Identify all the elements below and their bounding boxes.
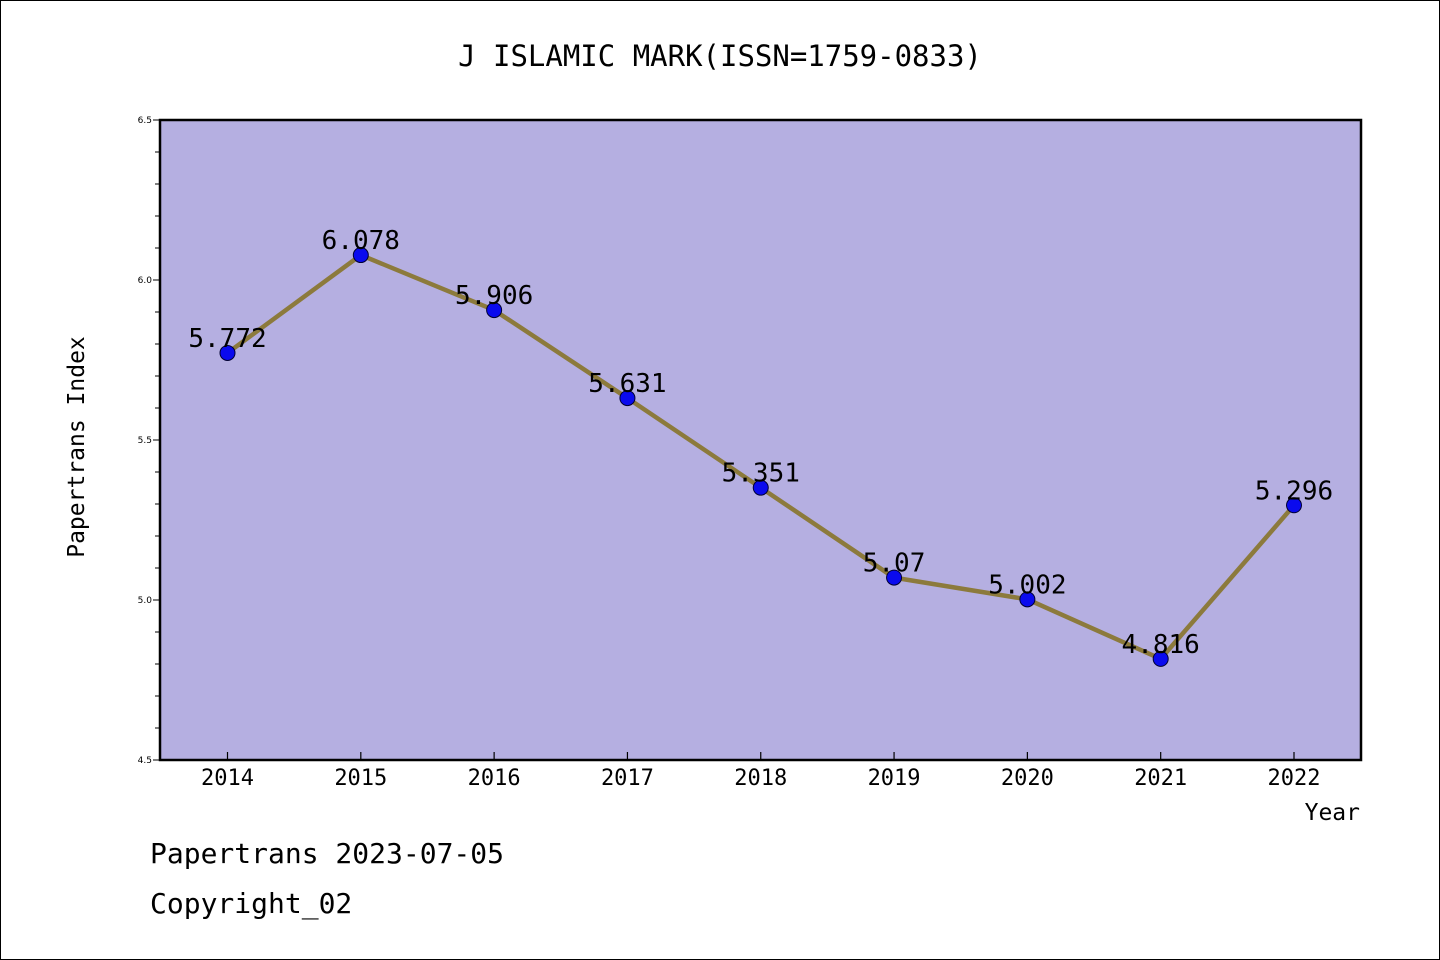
data-point	[1152, 650, 1169, 667]
data-label: 5.906	[455, 281, 533, 311]
data-label: 5.631	[588, 369, 666, 399]
x-tick-label: 2017	[601, 766, 654, 791]
x-tick-label: 2014	[201, 766, 254, 791]
series-markers	[219, 247, 1302, 667]
y-axis-label: Papertrans Index	[64, 336, 90, 558]
y-tick-label: 6.5	[138, 116, 152, 126]
data-labels: 5.772 6.078 5.906 5.631 5.351 5.07 5.002 4.816 5…	[188, 226, 1333, 660]
y-axis-ticks: 4.5 5.0 5.5 6.0 6.5	[138, 116, 160, 766]
x-tick-label: 2022	[1268, 766, 1321, 791]
x-tick-label: 2016	[468, 766, 521, 791]
data-point	[219, 344, 236, 361]
data-point	[752, 479, 769, 496]
data-point	[352, 247, 369, 264]
y-tick-label: 4.5	[138, 756, 152, 766]
data-label: 4.816	[1122, 630, 1200, 660]
data-point	[1286, 497, 1302, 514]
x-tick-label: 2019	[868, 766, 921, 791]
data-point	[886, 569, 903, 586]
data-label: 5.07	[863, 549, 926, 579]
data-label: 5.296	[1255, 476, 1333, 506]
y-tick-label: 5.5	[138, 436, 152, 446]
x-axis-ticks: 2014 2015 2016 2017 2018 2019 2020 2021 2022	[201, 752, 1320, 791]
footer-copyright: Copyright_02	[150, 887, 352, 921]
plot-border	[158, 118, 1363, 762]
x-tick-label: 2018	[734, 766, 787, 791]
data-point	[619, 390, 636, 407]
x-axis-label: Year	[1305, 800, 1360, 826]
data-point	[486, 302, 503, 319]
chart-title: J ISLAMIC MARK(ISSN=1759-0833)	[458, 39, 982, 73]
data-label: 5.772	[188, 324, 266, 354]
data-point	[1019, 591, 1036, 608]
x-tick-label: 2020	[1001, 766, 1054, 791]
x-tick-label: 2015	[334, 766, 387, 791]
data-label: 5.351	[722, 459, 800, 489]
data-label: 5.002	[988, 570, 1066, 600]
x-tick-label: 2021	[1134, 766, 1187, 791]
data-label: 6.078	[322, 226, 400, 256]
footer-date: Papertrans 2023-07-05	[150, 837, 504, 870]
y-tick-label: 6.0	[138, 276, 153, 286]
plot-area	[160, 120, 1361, 760]
y-tick-label: 5.0	[138, 596, 153, 606]
